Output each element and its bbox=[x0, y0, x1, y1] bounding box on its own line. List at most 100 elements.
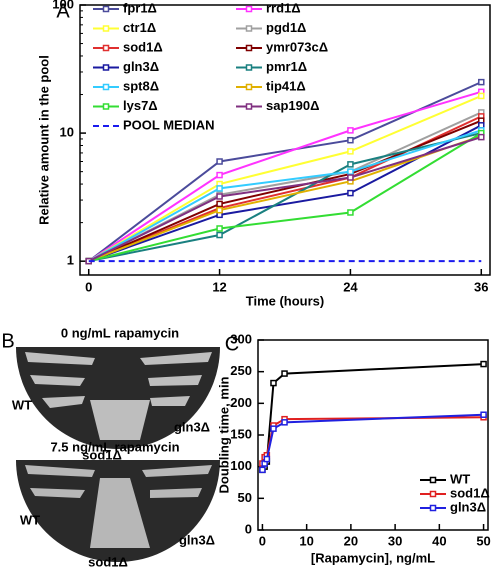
y-tick-label: 200 bbox=[230, 395, 252, 410]
legend-label: WT bbox=[450, 471, 470, 486]
strain-label: gln3Δ bbox=[179, 532, 215, 547]
legend-marker bbox=[245, 64, 253, 71]
plot-frame bbox=[79, 4, 491, 276]
data-point bbox=[478, 92, 485, 100]
data-point bbox=[478, 133, 485, 141]
legend-marker bbox=[429, 490, 437, 498]
legend-label: lys7Δ bbox=[123, 98, 158, 113]
data-point bbox=[347, 136, 354, 144]
strain-label: WT bbox=[12, 397, 32, 412]
data-point bbox=[263, 455, 271, 463]
data-point bbox=[259, 466, 266, 474]
panel-label: A bbox=[56, 0, 70, 22]
legend-marker bbox=[245, 25, 253, 32]
data-point bbox=[480, 411, 487, 418]
strain-label: gln3Δ bbox=[174, 419, 210, 434]
series-line bbox=[88, 134, 482, 263]
y-tick-label: 100 bbox=[230, 458, 252, 473]
plate bbox=[16, 347, 220, 449]
series-line bbox=[88, 136, 482, 263]
y-axis-label: Doubling time, min bbox=[216, 376, 231, 493]
legend-marker bbox=[102, 25, 110, 32]
legend-label: pgd1Δ bbox=[266, 20, 306, 35]
y-tick-label: 100 bbox=[52, 0, 74, 11]
legend-label: rrd1Δ bbox=[266, 0, 301, 15]
data-point bbox=[347, 168, 354, 175]
legend-label: spt8Δ bbox=[123, 78, 159, 93]
data-point bbox=[347, 209, 354, 216]
data-point bbox=[270, 425, 277, 432]
legend-label: gln3Δ bbox=[450, 499, 486, 514]
legend-label: POOL MEDIAN bbox=[123, 117, 215, 132]
legend-marker bbox=[102, 83, 110, 91]
data-point bbox=[347, 148, 354, 155]
legend-marker bbox=[102, 103, 110, 110]
data-point bbox=[281, 419, 288, 426]
data-point bbox=[216, 206, 223, 214]
panel-label: B bbox=[1, 330, 14, 352]
data-point bbox=[216, 225, 223, 232]
series-line bbox=[88, 132, 482, 263]
y-tick-label: 250 bbox=[230, 363, 252, 378]
series-line bbox=[88, 129, 482, 263]
chart: 1 10 100 0 12 24 36 Time (hours) Relative amount… bbox=[36, 0, 491, 308]
series-line bbox=[261, 416, 484, 464]
strain-label: sod1Δ bbox=[88, 554, 128, 569]
series-line bbox=[88, 90, 482, 263]
x-tick-label: 0 bbox=[85, 279, 92, 294]
y-axis-label: Relative amount in the pool bbox=[36, 55, 51, 225]
y-tick-label: 0 bbox=[245, 521, 252, 536]
legend-marker bbox=[102, 64, 110, 71]
series-line bbox=[88, 132, 482, 263]
x-tick-label: 30 bbox=[388, 533, 402, 548]
data-point bbox=[480, 360, 487, 368]
data-point bbox=[270, 379, 277, 387]
x-axis-label: [Rapamycin], ng/mL bbox=[311, 550, 435, 565]
legend-label: ctr1Δ bbox=[123, 20, 156, 35]
legend-label: tip41Δ bbox=[266, 78, 306, 93]
legend-label: gln3Δ bbox=[123, 59, 159, 74]
colony-streaks bbox=[25, 465, 212, 548]
colony-streaks bbox=[25, 352, 212, 440]
legend-label: sod1Δ bbox=[450, 485, 490, 500]
y-tick-label: 150 bbox=[230, 426, 252, 441]
chart: 0 50 100 150 200 250 300 0 10 20 30 40 50 [Rapamycin]… bbox=[216, 331, 490, 565]
legend-marker bbox=[245, 83, 253, 91]
x-tick-label: 20 bbox=[344, 533, 358, 548]
legend-marker bbox=[429, 504, 437, 512]
x-tick-label: 12 bbox=[212, 279, 226, 294]
x-tick-label: 24 bbox=[343, 279, 358, 294]
x-tick-label: 0 bbox=[259, 533, 266, 548]
data-point bbox=[281, 370, 288, 377]
legend-marker bbox=[245, 44, 253, 52]
legend-marker bbox=[245, 5, 253, 13]
plate-1: 0 ng/mL rapamycin WT sod1Δ gln3Δ bbox=[12, 325, 220, 462]
data-point bbox=[347, 174, 354, 181]
x-tick-label: 10 bbox=[299, 533, 313, 548]
x-tick-label: 40 bbox=[432, 533, 446, 548]
data-point bbox=[216, 200, 223, 208]
data-point bbox=[216, 171, 223, 179]
plate-title: 0 ng/mL rapamycin bbox=[61, 325, 179, 340]
legend-marker bbox=[102, 44, 110, 52]
y-tick-label: 10 bbox=[60, 125, 74, 140]
data-point bbox=[216, 193, 223, 200]
legend-marker bbox=[245, 103, 253, 110]
y-tick-label: 300 bbox=[230, 331, 252, 346]
data-point bbox=[478, 122, 485, 129]
legend-marker bbox=[429, 476, 437, 484]
x-axis-label: Time (hours) bbox=[246, 293, 325, 308]
strain-label: sod1Δ bbox=[82, 447, 122, 462]
plate-title: 7.5 ng/mL rapamycin bbox=[50, 439, 179, 454]
x-tick-label: 36 bbox=[474, 279, 488, 294]
y-tick-label: 1 bbox=[67, 253, 74, 268]
series-line bbox=[261, 413, 484, 471]
data-point bbox=[347, 127, 354, 134]
panel-label: C bbox=[225, 333, 239, 355]
data-point bbox=[216, 231, 223, 239]
data-point bbox=[216, 185, 223, 192]
legend-label: pmr1Δ bbox=[266, 59, 307, 74]
x-tick-label: 50 bbox=[476, 533, 490, 548]
data-point bbox=[478, 78, 485, 86]
